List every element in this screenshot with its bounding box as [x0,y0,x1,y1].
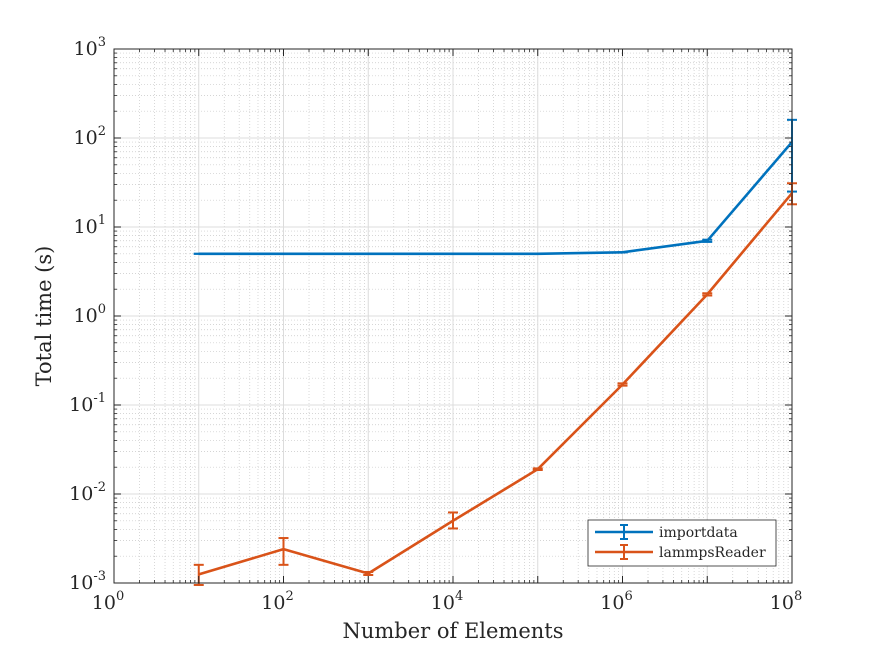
y-tick-base: 10 [69,483,93,505]
y-tick-exponent: -2 [93,480,106,495]
y-tick-base: 10 [74,38,98,60]
x-tick-exponent: 8 [794,589,802,604]
errorbar-lammpsreader [532,467,543,472]
y-tick-label: 102 [74,124,106,149]
x-tick-base: 10 [600,592,624,614]
x-tick-label: 102 [261,589,293,614]
y-tick-exponent: 1 [98,213,106,228]
errorbar-importdata [702,238,713,243]
legend: importdata lammpsReader [587,519,777,567]
y-tick-exponent: -1 [93,391,106,406]
y-tick-base: 10 [74,305,98,327]
legend-box [587,519,777,567]
y-tick-label: 10-3 [69,569,106,594]
legend-label-lammpsreader: lammpsReader [659,545,766,561]
errorbar-lammpsreader [448,511,458,530]
y-tick-label: 103 [74,35,106,60]
x-tick-label: 100 [92,589,124,614]
y-axis-label: Total time (s) [32,246,56,387]
errorbar-lammpsreader [363,570,374,576]
series-line-lammpsreader [198,192,793,576]
y-tick-base: 10 [69,394,93,416]
x-tick-label: 106 [600,589,632,614]
x-tick-label: 104 [431,589,463,614]
y-tick-label: 10-1 [69,391,106,416]
y-tick-base: 10 [74,216,98,238]
x-tick-base: 10 [261,592,285,614]
series-line-importdata [198,141,793,256]
y-tick-exponent: 0 [98,302,106,317]
legend-item-importdata: importdata [595,524,738,541]
y-tick-base: 10 [74,127,98,149]
series-importdata [193,118,797,256]
x-tick-label: 108 [770,589,802,614]
y-tick-label: 10-2 [69,480,106,505]
x-tick-exponent: 2 [285,589,293,604]
x-tick-exponent: 0 [116,589,124,604]
x-tick-base: 10 [770,592,794,614]
x-tick-labels: 100 102 104 106 108 [92,589,802,614]
y-tick-label: 101 [74,213,106,238]
x-tick-base: 10 [431,592,455,614]
errorbar-lammpsreader [278,537,289,566]
errorbar-lammpsreader [617,382,628,387]
y-tick-base: 10 [69,572,93,594]
y-tick-exponent: 2 [98,124,106,139]
x-axis-label: Number of Elements [342,619,563,643]
axis-ticks [113,48,793,584]
y-tick-exponent: -3 [93,569,106,584]
legend-item-lammpsreader: lammpsReader [595,544,766,561]
x-tick-exponent: 6 [624,589,632,604]
y-tick-exponent: 3 [98,35,106,50]
errorbar-lammpsreader [702,292,713,297]
y-tick-label: 100 [74,302,106,327]
x-tick-base: 10 [92,592,116,614]
x-tick-exponent: 4 [455,589,463,604]
major-grid [114,49,792,583]
legend-label-importdata: importdata [659,525,738,541]
